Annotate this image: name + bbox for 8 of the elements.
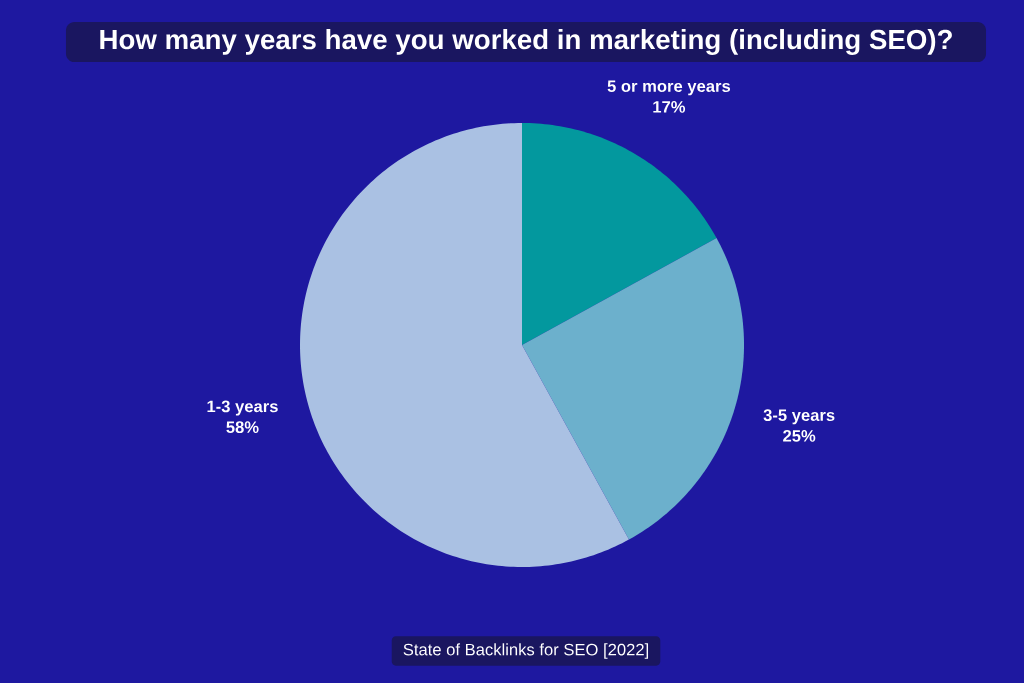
- data-label: 25%: [783, 430, 816, 442]
- data-label: 58%: [226, 421, 259, 434]
- slice-label: 3-5 years: [763, 409, 835, 425]
- chart-title: How many years have you worked in marketing (including SEO)?: [100, 29, 952, 55]
- data-label: 17%: [653, 101, 686, 113]
- slice-label: 1-3 years: [207, 400, 278, 416]
- text: State of Backlinks for SEO [2022]: [403, 643, 649, 659]
- slice-label: 5 or more years: [607, 80, 731, 96]
